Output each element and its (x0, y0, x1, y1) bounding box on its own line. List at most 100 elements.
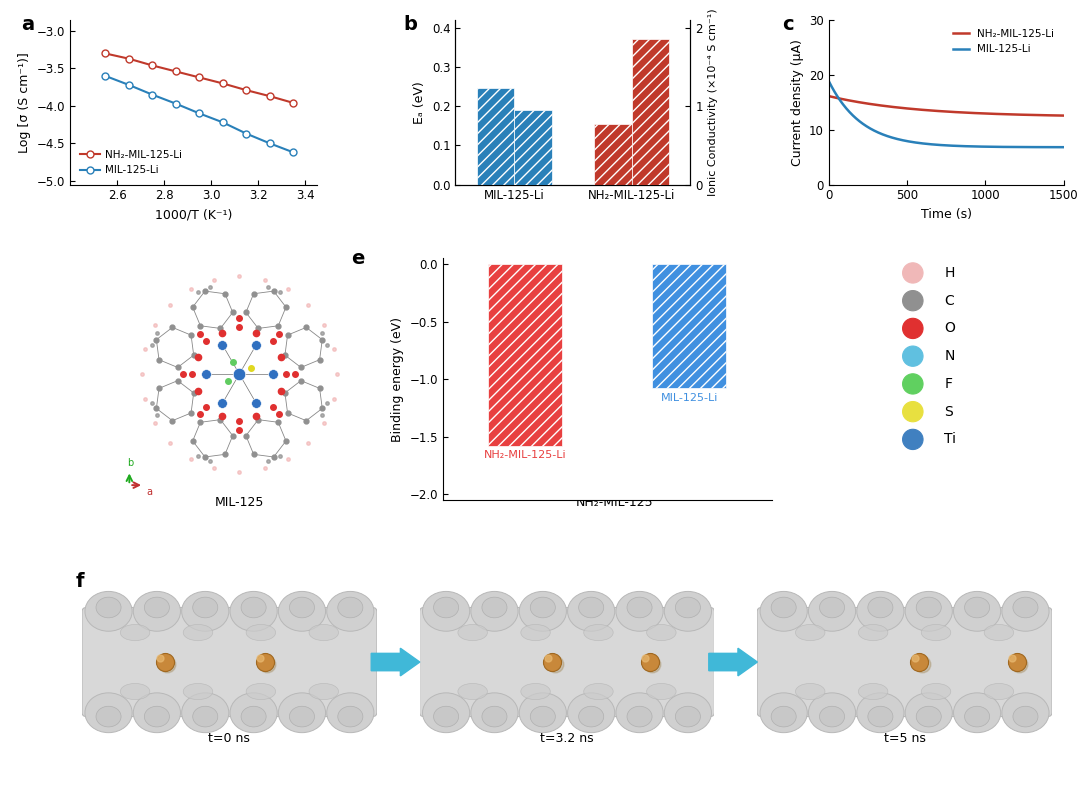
Ellipse shape (338, 597, 363, 618)
Ellipse shape (856, 693, 904, 732)
Ellipse shape (241, 597, 266, 618)
Circle shape (903, 346, 923, 367)
Ellipse shape (664, 592, 712, 631)
Ellipse shape (279, 693, 325, 732)
Ellipse shape (760, 693, 807, 732)
Text: F: F (945, 377, 953, 391)
Ellipse shape (1002, 693, 1049, 732)
Text: c: c (782, 15, 794, 34)
Ellipse shape (868, 706, 893, 727)
Ellipse shape (279, 592, 325, 631)
MIL-125-Li (949, 141, 962, 151)
Ellipse shape (796, 683, 825, 700)
Ellipse shape (916, 597, 942, 618)
Text: N: N (945, 349, 955, 363)
X-axis label: 1000/T (K⁻¹): 1000/T (K⁻¹) (154, 208, 232, 221)
Text: a: a (146, 487, 152, 498)
Ellipse shape (647, 683, 676, 700)
Ellipse shape (120, 683, 150, 700)
NH₂-MIL-125-Li (1057, 111, 1070, 120)
Ellipse shape (184, 624, 213, 641)
Text: b: b (404, 15, 418, 34)
MIL-125-Li (934, 141, 947, 150)
Circle shape (903, 291, 923, 310)
Ellipse shape (96, 706, 121, 727)
Ellipse shape (964, 597, 989, 618)
Ellipse shape (309, 624, 338, 641)
Ellipse shape (984, 624, 1014, 641)
X-axis label: Time (s): Time (s) (921, 208, 972, 221)
Ellipse shape (145, 597, 170, 618)
Text: t=3.2 ns: t=3.2 ns (540, 732, 594, 745)
Ellipse shape (433, 706, 459, 727)
Ellipse shape (627, 597, 652, 618)
Text: b: b (502, 458, 509, 468)
Ellipse shape (471, 693, 518, 732)
Ellipse shape (859, 683, 888, 700)
Ellipse shape (1013, 597, 1038, 618)
Bar (594, 124, 632, 185)
Ellipse shape (230, 693, 278, 732)
Line: MIL-125-Li: MIL-125-Li (828, 81, 1064, 147)
NH₂-MIL-125-Li (935, 107, 948, 116)
FancyBboxPatch shape (82, 608, 377, 717)
Ellipse shape (579, 597, 604, 618)
Ellipse shape (192, 706, 218, 727)
Text: O: O (945, 322, 956, 336)
Ellipse shape (482, 597, 507, 618)
Ellipse shape (85, 592, 132, 631)
Bar (632, 40, 670, 185)
Ellipse shape (568, 693, 615, 732)
NH₂-MIL-125-Li (934, 107, 947, 116)
Ellipse shape (664, 693, 712, 732)
Ellipse shape (984, 683, 1014, 700)
Ellipse shape (133, 693, 180, 732)
MIL-125-Li (935, 141, 948, 150)
Ellipse shape (583, 624, 613, 641)
Ellipse shape (675, 597, 701, 618)
Text: NH₂-MIL-125: NH₂-MIL-125 (576, 496, 653, 510)
Ellipse shape (964, 706, 989, 727)
Ellipse shape (519, 592, 566, 631)
Text: a: a (522, 487, 527, 498)
Y-axis label: Eₐ (eV): Eₐ (eV) (414, 81, 427, 123)
Ellipse shape (241, 706, 266, 727)
Ellipse shape (868, 597, 893, 618)
MIL-125-Li (1052, 142, 1065, 152)
Ellipse shape (519, 693, 566, 732)
NH₂-MIL-125-Li (1015, 110, 1028, 119)
Ellipse shape (309, 683, 338, 700)
Text: a: a (21, 15, 33, 34)
Circle shape (903, 401, 923, 422)
Ellipse shape (579, 706, 604, 727)
Ellipse shape (181, 592, 229, 631)
Ellipse shape (521, 683, 551, 700)
Legend: NH₂-MIL-125-Li, MIL-125-Li: NH₂-MIL-125-Li, MIL-125-Li (949, 25, 1058, 58)
FancyBboxPatch shape (757, 608, 1052, 717)
Ellipse shape (583, 683, 613, 700)
Ellipse shape (482, 706, 507, 727)
Text: Ti: Ti (945, 432, 957, 446)
Ellipse shape (192, 597, 218, 618)
Ellipse shape (921, 624, 950, 641)
Ellipse shape (246, 683, 275, 700)
Ellipse shape (181, 693, 229, 732)
NH₂-MIL-125-Li (949, 107, 962, 117)
NH₂-MIL-125-Li (962, 108, 975, 118)
Circle shape (903, 263, 923, 283)
Circle shape (903, 429, 923, 450)
Ellipse shape (433, 597, 459, 618)
Legend: NH₂-MIL-125-Li, MIL-125-Li: NH₂-MIL-125-Li, MIL-125-Li (76, 146, 186, 179)
Ellipse shape (1013, 706, 1038, 727)
Ellipse shape (568, 592, 615, 631)
Ellipse shape (859, 624, 888, 641)
Ellipse shape (338, 706, 363, 727)
Ellipse shape (289, 597, 314, 618)
Ellipse shape (647, 624, 676, 641)
Ellipse shape (905, 592, 953, 631)
Ellipse shape (627, 706, 652, 727)
Ellipse shape (184, 683, 213, 700)
Ellipse shape (530, 597, 555, 618)
Ellipse shape (521, 624, 551, 641)
Ellipse shape (616, 592, 663, 631)
